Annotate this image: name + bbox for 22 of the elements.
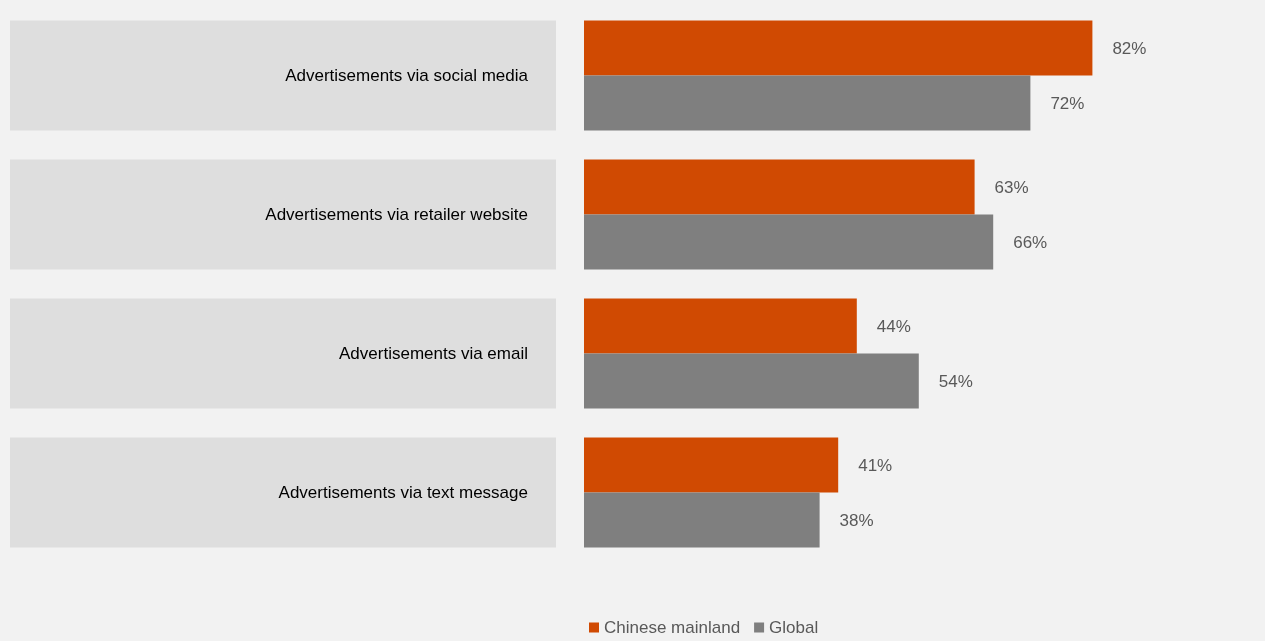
- bar: [584, 437, 839, 493]
- data-label: 38%: [839, 510, 874, 530]
- bar: [584, 75, 1031, 131]
- legend-label: Chinese mainland: [604, 618, 741, 637]
- y-tick-label: Advertisements via social media: [285, 66, 529, 85]
- data-label: 44%: [876, 316, 911, 336]
- y-tick-label: Advertisements via email: [339, 344, 528, 363]
- data-label: 66%: [1013, 232, 1048, 252]
- y-tick-label: Advertisements via text message: [278, 483, 528, 502]
- bar: [584, 159, 975, 215]
- bar: [584, 298, 857, 354]
- data-label: 41%: [858, 455, 893, 475]
- data-label: 72%: [1050, 93, 1085, 113]
- y-tick-label: Advertisements via retailer website: [265, 205, 528, 224]
- bar: [584, 353, 919, 409]
- bar: [584, 492, 820, 548]
- data-label: 63%: [994, 177, 1029, 197]
- bar: [584, 214, 994, 270]
- data-label: 82%: [1112, 38, 1147, 58]
- bar: [584, 20, 1093, 76]
- legend-label: Global: [769, 618, 819, 637]
- data-label: 54%: [938, 371, 973, 391]
